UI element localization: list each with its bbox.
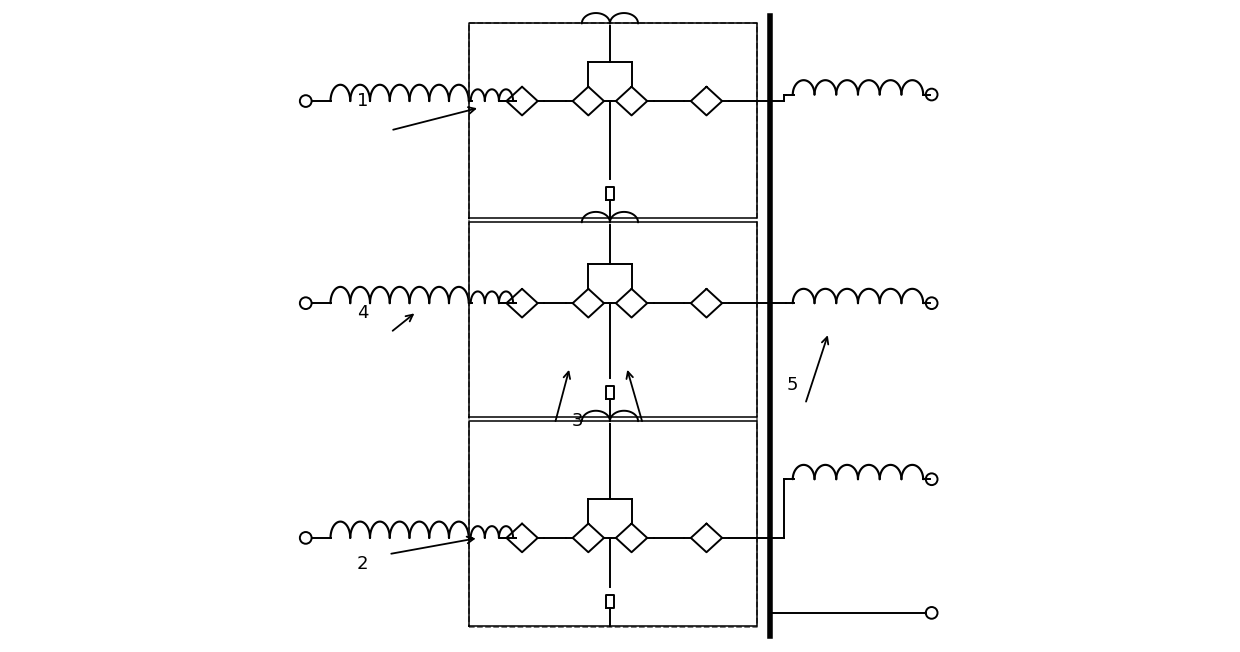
- Text: 1: 1: [357, 92, 368, 110]
- Text: 2: 2: [357, 555, 368, 573]
- Text: 3: 3: [572, 411, 583, 430]
- Text: 5: 5: [787, 376, 799, 394]
- Text: 4: 4: [357, 304, 368, 322]
